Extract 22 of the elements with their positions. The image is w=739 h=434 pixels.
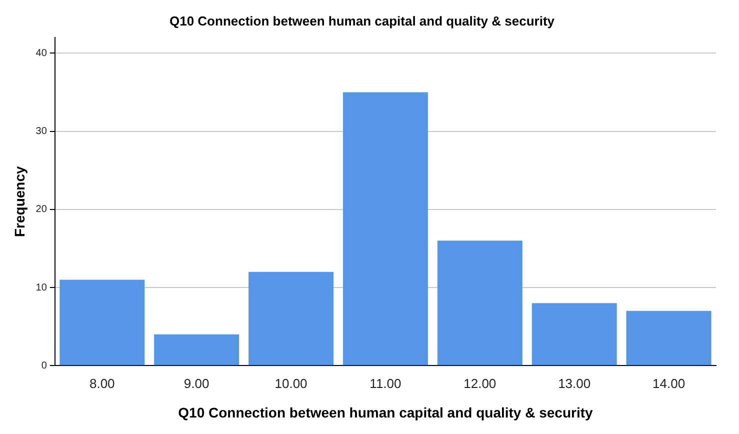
bar: [248, 272, 334, 366]
bar: [154, 334, 240, 366]
x-tick-label: 12.00: [464, 376, 496, 391]
y-tick-label: 0: [41, 360, 48, 372]
y-tick-label: 40: [36, 48, 48, 59]
y-tick-label: 10: [36, 282, 48, 294]
bar: [60, 280, 145, 366]
bar: [532, 303, 617, 366]
x-tick-label: 10.00: [274, 376, 308, 391]
bar: [626, 310, 712, 366]
y-tick-label: 20: [36, 204, 48, 216]
y-tick-label: 30: [36, 126, 48, 138]
bar: [437, 240, 522, 366]
chart-title: Q10 Connection between human capital and quality & security: [169, 13, 556, 28]
x-axis-title: Q10 Connection between human capital and quality & security: [178, 404, 593, 420]
x-tick-label: 11.00: [370, 376, 402, 391]
x-tick-label: 14.00: [652, 376, 686, 391]
x-tick-label: 9.00: [184, 376, 210, 391]
y-axis-title: Frequency: [11, 166, 28, 238]
bar: [342, 92, 428, 366]
x-tick-label: 8.00: [89, 376, 115, 391]
x-tick-label: 13.00: [558, 376, 591, 391]
